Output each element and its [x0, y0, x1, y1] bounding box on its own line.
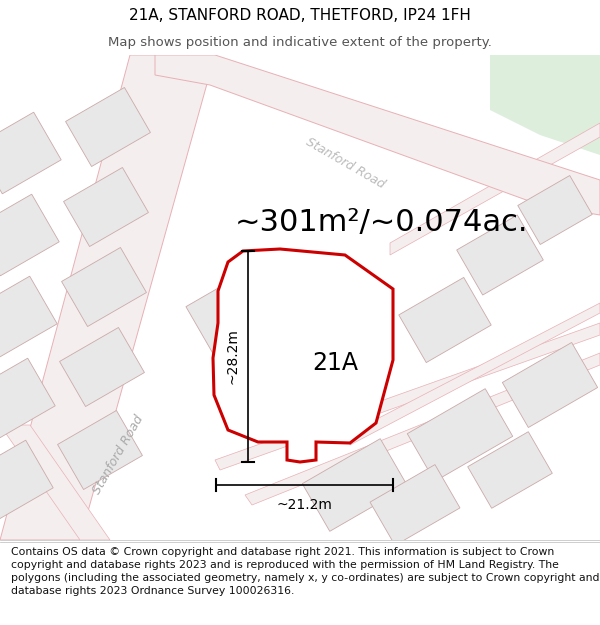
Polygon shape	[407, 389, 513, 481]
Polygon shape	[457, 215, 544, 295]
Text: Stanford Road: Stanford Road	[303, 135, 387, 191]
Polygon shape	[370, 464, 460, 546]
Text: ~21.2m: ~21.2m	[277, 498, 332, 512]
Polygon shape	[302, 439, 408, 531]
Polygon shape	[399, 278, 491, 362]
Text: 21A, STANFORD ROAD, THETFORD, IP24 1FH: 21A, STANFORD ROAD, THETFORD, IP24 1FH	[129, 8, 471, 23]
Polygon shape	[186, 272, 274, 354]
Polygon shape	[215, 323, 600, 470]
Polygon shape	[64, 168, 148, 246]
Text: Map shows position and indicative extent of the property.: Map shows position and indicative extent…	[108, 36, 492, 49]
Text: ~301m²/~0.074ac.: ~301m²/~0.074ac.	[235, 208, 529, 236]
Polygon shape	[490, 55, 600, 155]
Text: Contains OS data © Crown copyright and database right 2021. This information is : Contains OS data © Crown copyright and d…	[11, 547, 599, 596]
Polygon shape	[65, 88, 151, 166]
Polygon shape	[155, 55, 600, 215]
Polygon shape	[62, 248, 146, 326]
Polygon shape	[0, 440, 53, 522]
Polygon shape	[390, 123, 600, 255]
Polygon shape	[58, 411, 142, 489]
Polygon shape	[502, 342, 598, 428]
Polygon shape	[518, 176, 592, 244]
Polygon shape	[0, 194, 59, 276]
Polygon shape	[0, 112, 61, 194]
Text: Stanford Road: Stanford Road	[90, 413, 146, 497]
Polygon shape	[0, 55, 215, 540]
Polygon shape	[59, 328, 145, 406]
Polygon shape	[245, 353, 600, 505]
Polygon shape	[0, 276, 57, 358]
Polygon shape	[350, 303, 600, 445]
Text: ~28.2m: ~28.2m	[225, 329, 239, 384]
Text: 21A: 21A	[312, 351, 358, 375]
Polygon shape	[467, 432, 553, 508]
Polygon shape	[0, 358, 55, 440]
Polygon shape	[213, 249, 393, 462]
Polygon shape	[0, 425, 110, 540]
